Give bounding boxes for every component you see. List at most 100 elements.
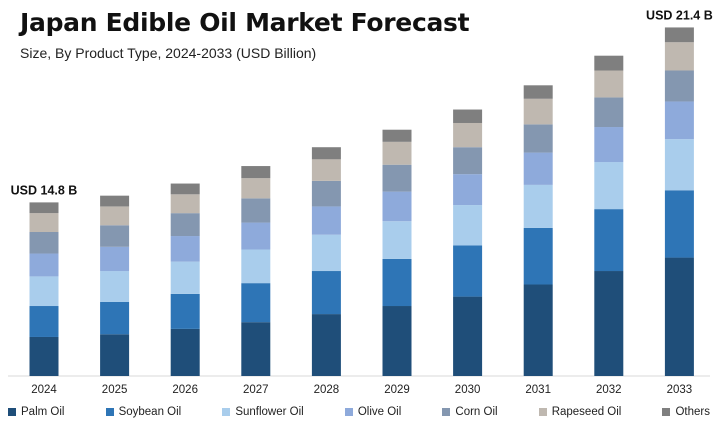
bar-segment	[100, 271, 130, 302]
bar-segment	[594, 271, 624, 376]
legend-swatch	[222, 408, 231, 416]
bar-segment	[664, 42, 694, 71]
bar-segment	[170, 293, 200, 329]
x-tick-label: 2025	[102, 384, 128, 396]
x-tick-label: 2027	[243, 384, 269, 396]
bar-segment	[664, 70, 694, 102]
bar-segment	[594, 162, 624, 210]
bar-segment	[453, 174, 483, 206]
bar-segment	[664, 27, 694, 43]
bar-segment	[382, 129, 412, 142]
bar-segment	[382, 191, 412, 222]
legend-label: Palm Oil	[21, 406, 65, 418]
bar-segment	[29, 253, 59, 277]
bar-segment	[100, 301, 130, 335]
bar-segment	[382, 141, 412, 165]
x-tick-label: 2028	[314, 384, 340, 396]
bar-segment	[170, 261, 200, 294]
bar-segment	[453, 109, 483, 123]
bar-segment	[170, 236, 200, 262]
bar-segment	[100, 225, 130, 247]
bar-segment	[523, 284, 553, 376]
legend-item: Soybean Oil	[105, 406, 182, 418]
bar-segment	[382, 221, 412, 259]
total-value-label: USD 14.8 B	[11, 183, 78, 197]
bar-segment	[311, 271, 341, 315]
bar-segment	[453, 205, 483, 246]
x-tick-label: 2033	[667, 384, 693, 396]
bar-segment	[594, 97, 624, 128]
legend-item: Corn Oil	[442, 406, 498, 418]
chart-legend: Palm Oil Soybean Oil Sunflower Oil Olive Oi…	[8, 406, 710, 418]
bar-segment	[29, 213, 59, 232]
bar-segment	[241, 222, 271, 250]
bar-segment	[29, 336, 59, 376]
legend-label: Soybean Oil	[118, 406, 182, 418]
bar-segment	[523, 124, 553, 153]
legend-swatch	[538, 408, 547, 416]
bar-segment	[664, 257, 694, 376]
bar-segment	[523, 98, 553, 125]
legend-label: Corn Oil	[455, 406, 498, 418]
legend-label: Rapeseed Oil	[551, 406, 622, 418]
stacked-bar-chart: 2024 2025 2026 2027 2028 2029 2030 2031 2032 2033…	[8, 8, 713, 396]
bar-segment	[594, 209, 624, 272]
total-value-label: USD 21.4 B	[646, 8, 713, 22]
x-tick-label: 2029	[384, 384, 410, 396]
bar-segment	[382, 258, 412, 307]
bar-segment	[29, 306, 59, 337]
bar-segment	[453, 147, 483, 175]
bar-segment	[241, 178, 271, 199]
legend-swatch	[344, 408, 353, 416]
legend-swatch	[442, 408, 451, 416]
legend-item: Olive Oil	[344, 406, 402, 418]
x-tick-label: 2024	[31, 384, 57, 396]
bar-segment	[523, 227, 553, 285]
legend-item: Palm Oil	[8, 406, 64, 418]
bar-segment	[311, 147, 341, 160]
legend-label: Olive Oil	[357, 406, 402, 418]
bar-segment	[664, 139, 694, 191]
bar-segment	[241, 283, 271, 323]
bar-segment	[594, 55, 624, 71]
bar-segment	[241, 249, 271, 284]
bar-segment	[170, 183, 200, 195]
bar-segment	[382, 164, 412, 192]
bar-segment	[664, 190, 694, 258]
bar-segment	[594, 127, 624, 163]
bar-segment	[311, 180, 341, 207]
bar-segment	[170, 328, 200, 376]
bar-segment	[29, 232, 59, 254]
legend-item: Sunflower Oil	[222, 406, 304, 418]
bar-segment	[100, 246, 130, 272]
bar-segment	[170, 194, 200, 214]
bar-segment	[664, 101, 694, 140]
bar-segment	[523, 152, 553, 185]
bar-segment	[100, 206, 130, 226]
bar-segment	[311, 234, 341, 272]
legend-swatch	[662, 408, 671, 416]
legend-item: Rapeseed Oil	[538, 406, 622, 418]
x-tick-label: 2032	[596, 384, 622, 396]
bar-segment	[453, 296, 483, 376]
legend-label: Sunflower Oil	[235, 406, 304, 418]
bar-segment	[241, 166, 271, 179]
bar-segment	[311, 159, 341, 181]
bar-segment	[29, 276, 59, 307]
x-tick-label: 2031	[525, 384, 551, 396]
bar-segment	[594, 70, 624, 98]
bar-segment	[100, 334, 130, 376]
x-tick-label: 2026	[172, 384, 198, 396]
bar-segment	[311, 206, 341, 235]
legend-label: Others	[675, 406, 710, 418]
x-tick-label: 2030	[455, 384, 481, 396]
legend-swatch	[8, 408, 16, 416]
bar-segment	[453, 122, 483, 148]
bar-segment	[170, 213, 200, 237]
legend-swatch	[105, 408, 114, 416]
bar-segment	[29, 202, 59, 214]
bar-segment	[311, 314, 341, 376]
bar-segment	[382, 306, 412, 376]
chart-title: Japan Edible Oil Market Forecast	[20, 8, 470, 37]
legend-item: Others	[662, 406, 710, 418]
